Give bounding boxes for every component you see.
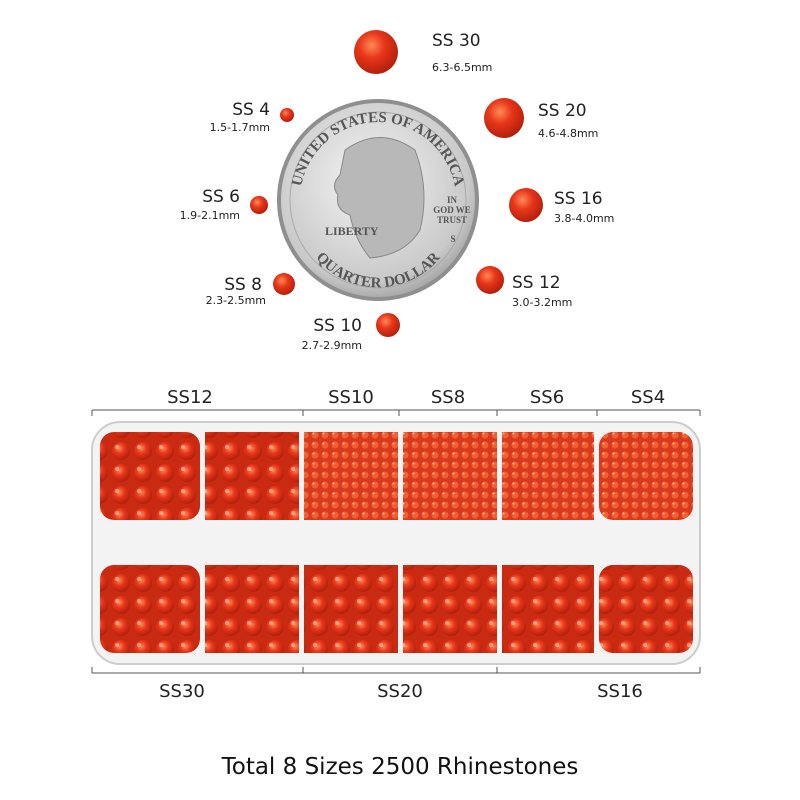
size-chart: SS 30 6.3-6.5mm SS 20 4.6-4.8mm SS 16 3.…: [180, 30, 614, 352]
size-range: 2.3-2.5mm: [206, 294, 266, 307]
size-label: SS 12: [512, 273, 561, 293]
box-label: SS16: [597, 681, 643, 702]
coin-liberty: LIBERTY: [325, 224, 379, 238]
coin-mint: S: [450, 234, 455, 244]
size-label: SS 10: [313, 316, 362, 336]
box-label: SS8: [431, 387, 465, 408]
gem: [509, 188, 543, 222]
size-label: SS 20: [538, 101, 587, 121]
size-label: SS 8: [224, 275, 262, 295]
size-range: 1.9-2.1mm: [180, 209, 240, 222]
brackets: [91, 409, 701, 674]
size-label: SS 4: [232, 100, 270, 120]
size-range: 6.3-6.5mm: [432, 61, 492, 74]
gem: [354, 30, 398, 74]
gem: [273, 273, 295, 295]
footer-title: Total 8 Sizes 2500 Rhinestones: [221, 754, 579, 780]
gem: [476, 266, 504, 294]
coin-motto: GOD WE: [433, 205, 471, 215]
coin-motto: IN: [447, 195, 458, 205]
box-label: SS12: [167, 387, 213, 408]
storage-box: [91, 421, 701, 665]
gem: [484, 98, 524, 138]
box-label: SS10: [328, 387, 374, 408]
box-label: SS4: [631, 387, 665, 408]
box-label: SS6: [530, 387, 564, 408]
size-label: SS 16: [554, 189, 603, 209]
box-label: SS30: [159, 681, 205, 702]
gem: [376, 313, 400, 337]
size-label: SS 6: [202, 187, 240, 207]
size-range: 1.5-1.7mm: [210, 121, 270, 134]
size-range: 3.8-4.0mm: [554, 212, 614, 225]
size-range: 3.0-3.2mm: [512, 296, 572, 309]
size-range: 4.6-4.8mm: [538, 127, 598, 140]
gem: [250, 196, 268, 214]
gem: [280, 108, 294, 122]
box-label: SS20: [377, 681, 423, 702]
size-range: 2.7-2.9mm: [302, 339, 362, 352]
quarter-coin: UNITED STATES OF AMERICA QUARTER DOLLAR …: [277, 99, 479, 301]
size-label: SS 30: [432, 31, 481, 51]
coin-motto: TRUST: [437, 215, 467, 225]
